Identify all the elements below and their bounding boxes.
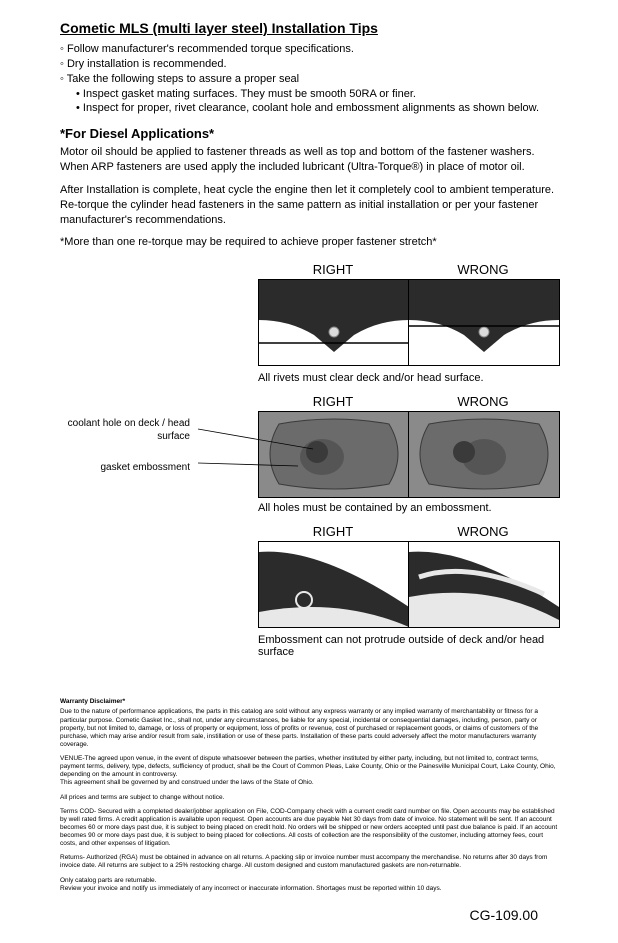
fig-emboss-wrong [408,541,560,628]
fig-emboss-right [258,541,410,628]
page-number: CG-109.00 [60,907,558,923]
side-label-emboss: gasket embossment [60,461,190,474]
label-right-1: RIGHT [258,262,408,277]
bullet-1: ◦ Follow manufacturer's recommended torq… [60,42,558,57]
disclaimer-p1: Due to the nature of performance applica… [60,708,558,749]
install-bullets: ◦ Follow manufacturer's recommended torq… [60,42,558,116]
warranty-disclaimer: Warranty Disclaimer* Due to the nature o… [60,698,558,893]
disclaimer-p4: Terms COD- Secured with a completed deal… [60,808,558,849]
row3 [60,541,558,628]
page: Cometic MLS (multi layer steel) Installa… [0,0,618,943]
diesel-para-2: After Installation is complete, heat cyc… [60,183,558,228]
label-wrong-3: WRONG [408,524,558,539]
diesel-para-3: *More than one re-torque may be required… [60,235,558,250]
bullet-3a: • Inspect gasket mating surfaces. They m… [76,87,558,102]
row2: coolant hole on deck / head surface gask… [60,411,558,498]
side-labels: coolant hole on deck / head surface gask… [60,417,198,492]
fig-rivet-wrong [408,279,560,366]
fig-rivet-right [258,279,410,366]
row2-labels: RIGHT WRONG [60,394,558,411]
fig-hole-wrong [408,411,560,498]
diesel-heading: *For Diesel Applications* [60,126,558,141]
label-wrong-2: WRONG [408,394,558,409]
label-wrong-1: WRONG [408,262,558,277]
disclaimer-p5: Returns- Authorized (RGA) must be obtain… [60,854,558,870]
caption-1: All rivets must clear deck and/or head s… [258,372,558,384]
caption-3: Embossment can not protrude outside of d… [258,634,558,658]
label-right-2: RIGHT [258,394,408,409]
side-label-coolant: coolant hole on deck / head surface [60,417,190,443]
bullet-3: ◦ Take the following steps to assure a p… [60,72,558,87]
fig-hole-right [258,411,410,498]
row1 [60,279,558,366]
diesel-para-1: Motor oil should be applied to fastener … [60,145,558,175]
bullet-3b: • Inspect for proper, rivet clearance, c… [76,101,558,116]
caption-2: All holes must be contained by an emboss… [258,502,558,514]
row1-labels: RIGHT WRONG [60,262,558,279]
disclaimer-heading: Warranty Disclaimer* [60,698,558,706]
leader-lines [198,411,258,496]
label-right-3: RIGHT [258,524,408,539]
disclaimer-p3: All prices and terms are subject to chan… [60,794,558,802]
bullet-2: ◦ Dry installation is recommended. [60,57,558,72]
page-title: Cometic MLS (multi layer steel) Installa… [60,20,558,36]
disclaimer-p2: VENUE-The agreed upon venue, in the even… [60,755,558,788]
disclaimer-p6: Only catalog parts are returnable. Revie… [60,877,558,893]
row3-labels: RIGHT WRONG [60,524,558,541]
diagram-area: RIGHT WRONG [60,262,558,668]
